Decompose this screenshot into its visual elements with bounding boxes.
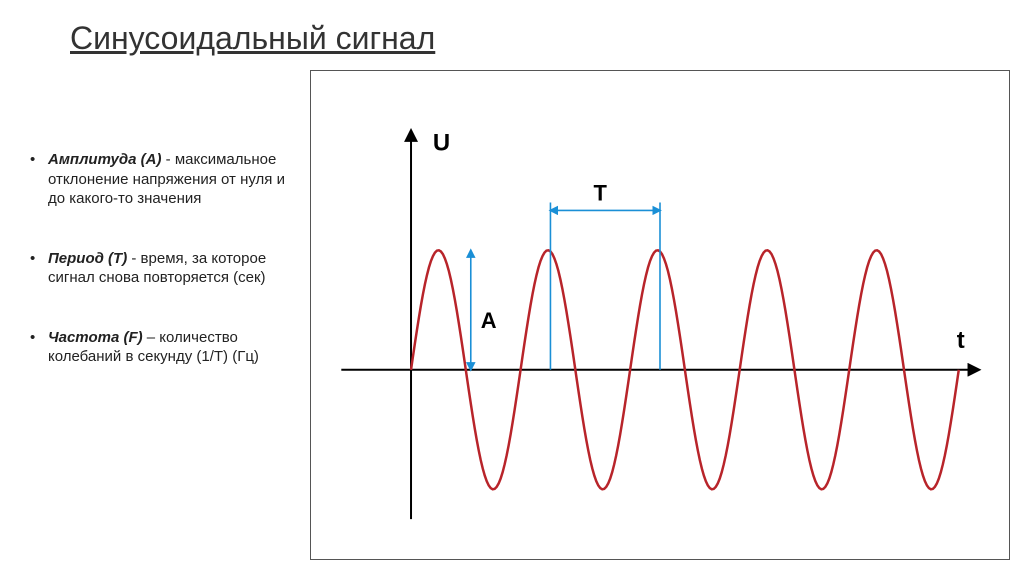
definition-list: Амплитуда (А) - максимальное отклонение … — [30, 150, 300, 407]
page-title: Синусоидальный сигнал — [70, 20, 435, 57]
svg-text:A: A — [481, 308, 497, 333]
bullet-amplitude: Амплитуда (А) - максимальное отклонение … — [30, 150, 300, 209]
svg-text:U: U — [433, 130, 450, 157]
sine-chart-svg: A T Ut — [311, 71, 1009, 559]
svg-text:t: t — [957, 327, 965, 354]
term-frequency: Частота (F) — [48, 329, 143, 346]
sine-chart: A T Ut — [310, 70, 1010, 560]
bullet-period: Период (Т) - время, за которое сигнал сн… — [30, 249, 300, 288]
svg-text:T: T — [594, 180, 608, 205]
bullet-frequency: Частота (F) – количество колебаний в сек… — [30, 328, 300, 367]
term-amplitude: Амплитуда (А) — [48, 151, 162, 168]
term-period: Период (Т) — [48, 250, 127, 267]
